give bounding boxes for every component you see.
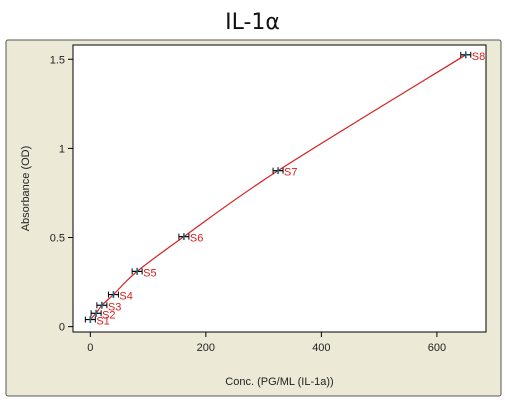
x-tick-label: 400 — [312, 342, 330, 354]
data-point-s6: S6 — [178, 233, 203, 245]
axes: 0 200 400 600 0 0.5 1 1.5 — [50, 54, 446, 354]
y-axis-label: Absorbance (OD) — [20, 146, 32, 232]
x-tick-label: 200 — [197, 342, 215, 354]
point-label: S1 — [96, 316, 109, 328]
point-label: S5 — [143, 267, 156, 279]
chart-title: IL-1α — [225, 10, 280, 35]
data-point-s8: S8 — [460, 51, 485, 63]
point-label: S4 — [119, 291, 132, 303]
data-point-s4: S4 — [107, 291, 133, 303]
y-tick-label: 0.5 — [50, 233, 65, 245]
data-point-s7: S7 — [272, 167, 298, 179]
point-label: S3 — [108, 301, 121, 313]
point-label: S7 — [284, 167, 297, 179]
data-point-s5: S5 — [131, 267, 157, 279]
point-label: S8 — [472, 51, 485, 63]
plot-area — [72, 44, 487, 333]
y-tick-label: 1.5 — [50, 54, 65, 66]
data-point-s2: S2 — [90, 309, 116, 321]
x-tick-label: 600 — [428, 342, 446, 354]
x-tick-label: 0 — [87, 342, 93, 354]
y-tick-label: 0 — [59, 322, 65, 334]
point-label: S6 — [190, 233, 203, 245]
y-tick-label: 1 — [59, 143, 65, 155]
data-point-s3: S3 — [96, 301, 121, 313]
point-label: S2 — [102, 309, 115, 321]
x-axis-label: Conc. (PG/ML (IL-1a)) — [225, 376, 333, 388]
data-point-s1: S1 — [84, 316, 110, 328]
